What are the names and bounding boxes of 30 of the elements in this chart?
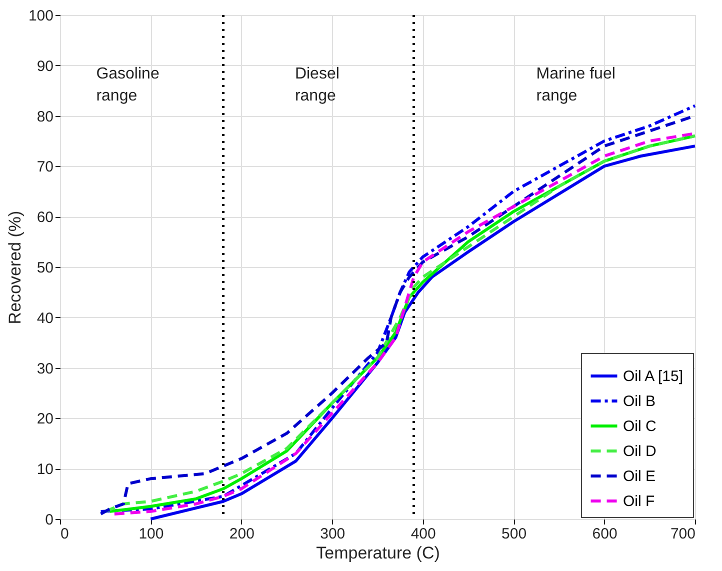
y-tick-label: 80 bbox=[36, 108, 54, 126]
x-tick-label: 500 bbox=[502, 526, 527, 542]
y-tick-label: 60 bbox=[36, 209, 54, 226]
x-tick-label: 200 bbox=[229, 526, 254, 542]
legend-label: Oil E bbox=[623, 468, 656, 485]
annotation: Marine fuel range bbox=[536, 65, 616, 104]
y-tick-label: 90 bbox=[36, 58, 54, 75]
legend-label: Oil B bbox=[623, 393, 656, 410]
x-tick-label: 0 bbox=[60, 526, 69, 542]
x-tick-label: 700 bbox=[670, 526, 696, 542]
annotation: Diesel range bbox=[294, 65, 340, 104]
y-tick-label: 0 bbox=[45, 512, 54, 528]
x-tick-label: 600 bbox=[592, 526, 618, 542]
annotation: Gasoline range bbox=[96, 65, 160, 104]
x-axis-title: Temperature (C) bbox=[316, 544, 440, 562]
legend-label: Oil A [15] bbox=[623, 368, 684, 385]
legend-label: Oil D bbox=[623, 443, 656, 460]
y-tick-label: 50 bbox=[36, 260, 54, 276]
x-tick-label: 300 bbox=[320, 526, 346, 542]
legend-label: Oil F bbox=[623, 493, 655, 510]
x-tick-label: 100 bbox=[138, 526, 164, 542]
y-tick-label: 100 bbox=[28, 8, 54, 24]
y-tick-label: 30 bbox=[36, 360, 54, 378]
legend-label: Oil C bbox=[623, 418, 656, 435]
y-tick-label: 40 bbox=[36, 310, 54, 327]
y-axis-title: Recovered (%) bbox=[5, 210, 24, 324]
y-tick-label: 70 bbox=[36, 158, 54, 176]
y-tick-label: 20 bbox=[36, 410, 54, 428]
x-tick-label: 400 bbox=[410, 526, 436, 542]
y-tick-label: 10 bbox=[36, 461, 54, 478]
